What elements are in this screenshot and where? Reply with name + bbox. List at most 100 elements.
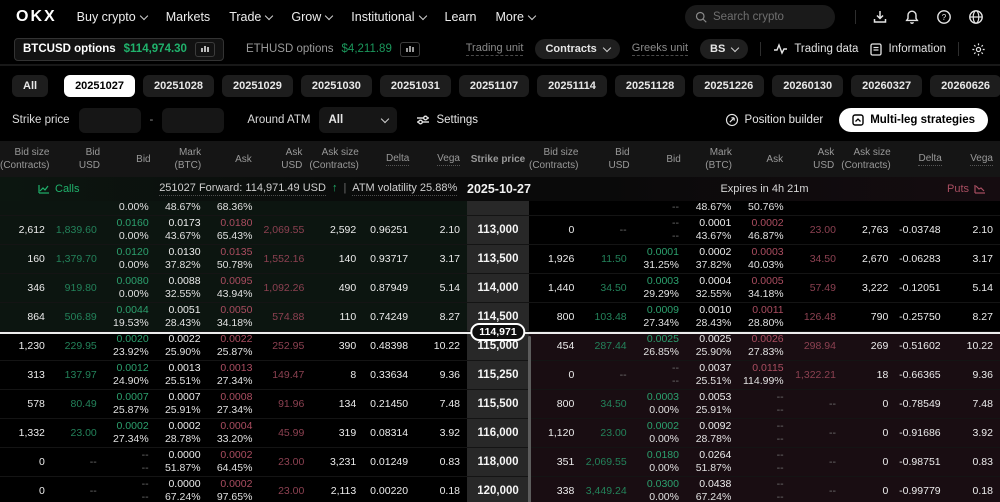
ask-cell[interactable]: 0.0022 25.87%	[216, 333, 253, 358]
mark-cell[interactable]: 0.0004 32.55%	[695, 275, 732, 300]
ask-cell[interactable]: 68.36%	[216, 201, 253, 214]
mark-cell[interactable]: 0.0007 25.91%	[164, 391, 201, 416]
ask-cell[interactable]: 0.0050 34.18%	[216, 304, 253, 329]
mark-cell[interactable]: 0.0010 28.43%	[695, 304, 732, 329]
date-tab-20260626[interactable]: 20260626	[930, 75, 1000, 97]
date-tab-20251114[interactable]: 20251114	[537, 75, 607, 97]
column-header-bid[interactable]: Bid	[136, 153, 151, 165]
download-icon[interactable]	[872, 9, 888, 25]
column-header-bid-usd[interactable]: Bid USD	[78, 147, 101, 171]
strike-cell[interactable]	[467, 201, 529, 215]
bid-cell[interactable]: 0.0012 24.90%	[113, 362, 149, 387]
ask-cell[interactable]: 0.0004 33.20%	[216, 420, 253, 445]
ask-cell[interactable]: -- --	[776, 449, 784, 474]
ask-cell[interactable]: 0.0180 65.43%	[216, 217, 253, 242]
ask-cell[interactable]: -- --	[776, 478, 784, 502]
around-atm-select[interactable]: All	[319, 107, 398, 133]
column-header-ask-size-contracts-[interactable]: Ask size (Contracts)	[841, 147, 891, 171]
bid-cell[interactable]: 0.0003 0.00%	[646, 391, 679, 416]
mark-price-pill[interactable]: 114,971	[470, 323, 526, 341]
mark-cell[interactable]: 0.0022 25.90%	[164, 333, 201, 358]
strike-max-input[interactable]	[162, 107, 225, 133]
chart-icon[interactable]	[399, 41, 420, 57]
bid-cell[interactable]: 0.0002 27.34%	[113, 420, 149, 445]
mark-cell[interactable]: 0.0438 67.24%	[695, 478, 732, 502]
column-header-delta[interactable]: Delta	[918, 153, 942, 166]
instrument-tab-ethusd[interactable]: ETHUSD options $4,211.89	[238, 39, 428, 60]
date-tab-20251031[interactable]: 20251031	[379, 75, 451, 97]
date-tab-20251128[interactable]: 20251128	[614, 75, 686, 97]
date-tab-20251029[interactable]: 20251029	[221, 75, 293, 97]
strike-cell[interactable]: 118,000	[467, 448, 529, 476]
atm-volatility[interactable]: ATM volatility 25.88%	[352, 182, 458, 196]
nav-item-trade[interactable]: Trade	[229, 10, 274, 24]
table-scrollbar[interactable]	[528, 336, 531, 502]
column-header-delta[interactable]: Delta	[386, 153, 410, 166]
trading-data-button[interactable]: Trading data	[773, 43, 858, 55]
column-header-bid-usd[interactable]: Bid USD	[608, 147, 630, 171]
bid-cell[interactable]: 0.0001 31.25%	[643, 246, 679, 271]
puts-section-label[interactable]: Puts	[947, 183, 1000, 195]
instrument-tab-btcusd[interactable]: BTCUSD options $114,974.30	[14, 37, 224, 61]
date-tab-20251027[interactable]: 20251027	[64, 75, 136, 97]
nav-item-institutional[interactable]: Institutional	[351, 10, 427, 24]
ask-cell[interactable]: 0.0095 43.94%	[216, 275, 253, 300]
ask-cell[interactable]: 0.0002 97.65%	[216, 478, 253, 502]
strike-column-header[interactable]: Strike price	[470, 153, 526, 165]
bid-cell[interactable]: -- --	[671, 362, 679, 387]
mark-cell[interactable]: 0.0000 51.87%	[164, 449, 201, 474]
mark-cell[interactable]: 0.0025 25.90%	[695, 333, 732, 358]
column-header-ask[interactable]: Ask	[766, 153, 784, 165]
bid-cell[interactable]: 0.0120 0.00%	[116, 246, 149, 271]
search-box[interactable]	[685, 5, 835, 29]
bid-cell[interactable]: -- --	[141, 478, 149, 502]
column-header-ask[interactable]: Ask	[235, 153, 252, 165]
ask-cell[interactable]: 0.0003 40.03%	[748, 246, 784, 271]
date-tab-20251107[interactable]: 20251107	[458, 75, 530, 97]
strike-min-input[interactable]	[78, 107, 141, 133]
strike-cell[interactable]: 120,000	[467, 477, 529, 502]
bid-cell[interactable]: 0.0009 27.34%	[643, 304, 679, 329]
column-header-bid-size-contracts-[interactable]: Bid size (Contracts)	[529, 147, 579, 171]
bid-cell[interactable]: 0.0180 0.00%	[646, 449, 679, 474]
chart-icon[interactable]	[194, 41, 215, 57]
nav-item-buy-crypto[interactable]: Buy crypto	[77, 10, 148, 24]
mark-cell[interactable]: 0.0001 43.67%	[695, 217, 732, 242]
ask-cell[interactable]: 0.0002 46.87%	[748, 217, 784, 242]
column-header-ask-usd[interactable]: Ask USD	[813, 147, 835, 171]
date-tab-20260327[interactable]: 20260327	[851, 75, 923, 97]
calls-section-label[interactable]: Calls	[0, 183, 79, 195]
ask-cell[interactable]: 0.0115 114.99%	[742, 362, 784, 387]
mark-cell[interactable]: 0.0002 37.82%	[695, 246, 732, 271]
mark-cell[interactable]: 48.67%	[695, 201, 732, 214]
bid-cell[interactable]: 0.0002 0.00%	[646, 420, 679, 445]
gear-icon[interactable]	[971, 42, 986, 57]
bid-cell[interactable]: 0.0080 0.00%	[116, 275, 149, 300]
bid-cell[interactable]: 0.0003 29.29%	[643, 275, 679, 300]
ask-cell[interactable]: 50.76%	[748, 201, 784, 214]
strike-cell[interactable]: 113,000	[467, 216, 529, 244]
multi-leg-strategies-button[interactable]: Multi-leg strategies	[839, 108, 988, 132]
mark-cell[interactable]: 0.0013 25.51%	[164, 362, 201, 387]
globe-icon[interactable]	[968, 9, 984, 25]
date-tab-20251226[interactable]: 20251226	[693, 75, 765, 97]
column-header-bid-size-contracts-[interactable]: Bid size (Contracts)	[0, 147, 50, 171]
column-header-vega[interactable]: Vega	[970, 153, 993, 166]
mark-cell[interactable]: 0.0173 43.67%	[164, 217, 201, 242]
nav-item-more[interactable]: More	[495, 10, 537, 24]
mark-cell[interactable]: 0.0037 25.51%	[695, 362, 732, 387]
bid-cell[interactable]: 0.0020 23.92%	[113, 333, 149, 358]
ask-cell[interactable]: 0.0011 28.80%	[748, 304, 784, 329]
ask-cell[interactable]: 0.0002 64.45%	[216, 449, 253, 474]
mark-cell[interactable]: 0.0053 25.91%	[695, 391, 732, 416]
mark-cell[interactable]: 0.0088 32.55%	[164, 275, 201, 300]
mark-cell[interactable]: 0.0000 67.24%	[164, 478, 201, 502]
ask-cell[interactable]: 0.0005 34.18%	[748, 275, 784, 300]
trading-unit-select[interactable]: Contracts	[535, 39, 620, 59]
column-header-bid[interactable]: Bid	[666, 153, 681, 165]
column-header-mark-btc-[interactable]: Mark (BTC)	[174, 147, 202, 171]
greeks-unit-select[interactable]: BS	[700, 39, 749, 59]
mark-cell[interactable]: 0.0264 51.87%	[695, 449, 732, 474]
date-tab-20251028[interactable]: 20251028	[143, 75, 214, 97]
ask-cell[interactable]: 0.0013 27.34%	[216, 362, 253, 387]
